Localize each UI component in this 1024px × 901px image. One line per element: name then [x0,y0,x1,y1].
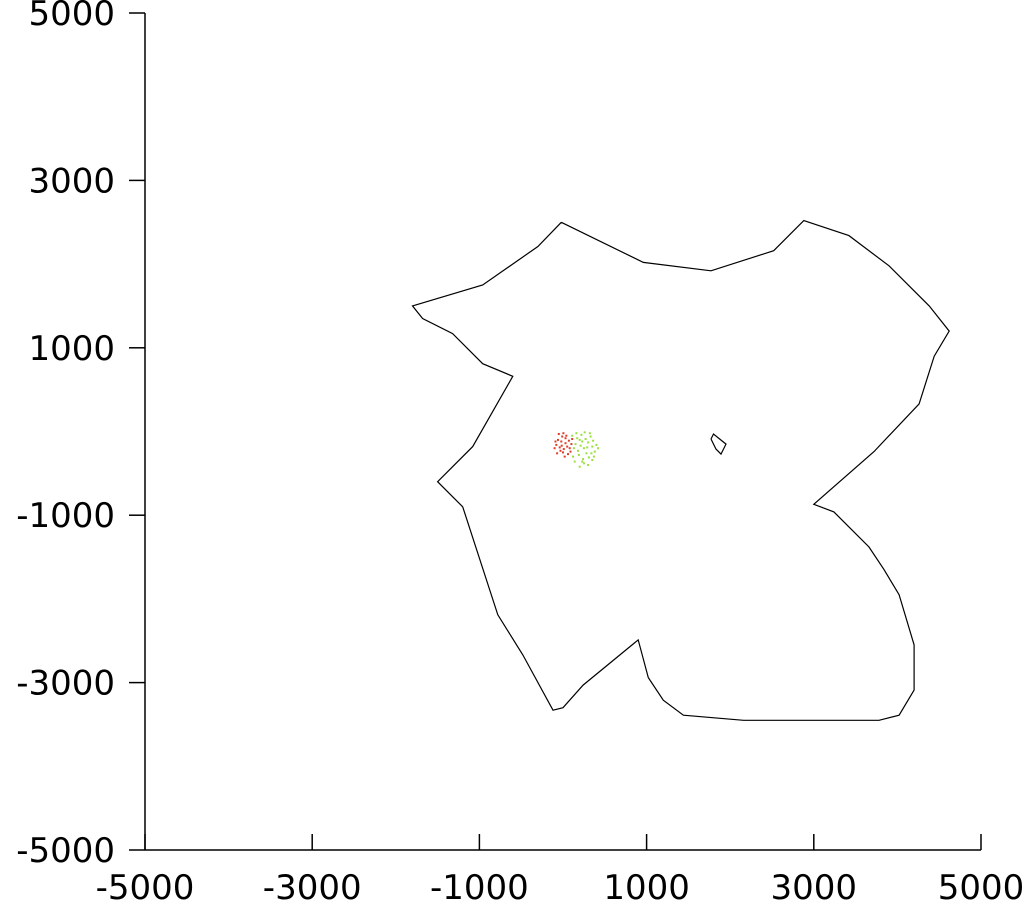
data-point [597,447,600,450]
data-point [568,447,571,450]
data-point [590,452,593,455]
region-outline [411,219,950,721]
data-point [583,431,586,434]
axes [144,13,981,851]
data-point [577,449,579,452]
data-point [561,435,564,438]
data-point [563,455,566,458]
data-point [556,452,559,455]
y-tick-label: 1000 [28,329,115,369]
x-tick-label: 3000 [771,868,858,901]
data-point [562,432,565,435]
y-tick-label: 3000 [28,161,115,201]
data-point [566,445,569,448]
x-tick-label: -3000 [263,868,362,901]
data-point [593,450,596,453]
x-tick-label: 1000 [603,868,690,901]
data-point [595,443,598,446]
data-point [575,432,578,435]
data-points [553,431,600,468]
data-point [588,432,591,435]
x-ticks: -5000 -3000 -1000 1000 3000 5000 [96,834,1024,901]
data-point [557,438,559,441]
data-point [560,440,563,443]
data-point [570,443,573,446]
data-point [562,448,565,451]
data-point [574,443,577,446]
data-point [560,444,563,447]
data-point [562,451,564,454]
data-point [555,443,558,446]
data-point [581,440,584,443]
data-point [578,465,581,468]
x-tick-label: -5000 [96,868,195,901]
data-point [582,447,585,450]
data-point [557,433,560,435]
data-point [586,446,589,449]
data-point [582,462,585,465]
data-point [589,435,592,438]
x-tick-label: 5000 [938,868,1024,901]
data-point [573,460,576,463]
data-point [576,437,579,440]
data-point [592,439,595,442]
data-point [591,445,594,448]
data-point [587,441,590,444]
data-point [571,438,574,440]
data-point [564,442,567,445]
y-tick-label: -1000 [16,496,115,536]
data-point [579,444,582,447]
data-point [564,437,567,440]
y-tick-label: -5000 [16,831,115,871]
data-point [580,433,583,436]
data-point [553,447,556,450]
data-point [578,438,581,441]
data-point [571,434,574,437]
data-point [569,450,572,453]
data-point [559,449,562,452]
y-ticks: 5000 3000 1000 -1000 -3000 -5000 [16,0,145,871]
data-point [554,440,557,443]
data-point [581,460,584,463]
data-point [572,455,574,458]
data-point [567,439,570,442]
region-hole-outline [710,433,727,456]
data-point [572,447,575,450]
y-tick-label: 5000 [28,0,115,34]
data-point [567,453,569,456]
data-point [584,438,587,440]
data-point [585,452,588,455]
y-tick-label: -3000 [16,664,115,704]
data-point [565,434,568,437]
data-point [587,464,590,466]
x-tick-label: -1000 [430,868,529,901]
data-point [591,459,594,461]
data-point [558,446,561,449]
data-point [582,458,585,461]
data-point [592,455,595,458]
data-point [577,453,580,456]
data-point [587,456,590,459]
